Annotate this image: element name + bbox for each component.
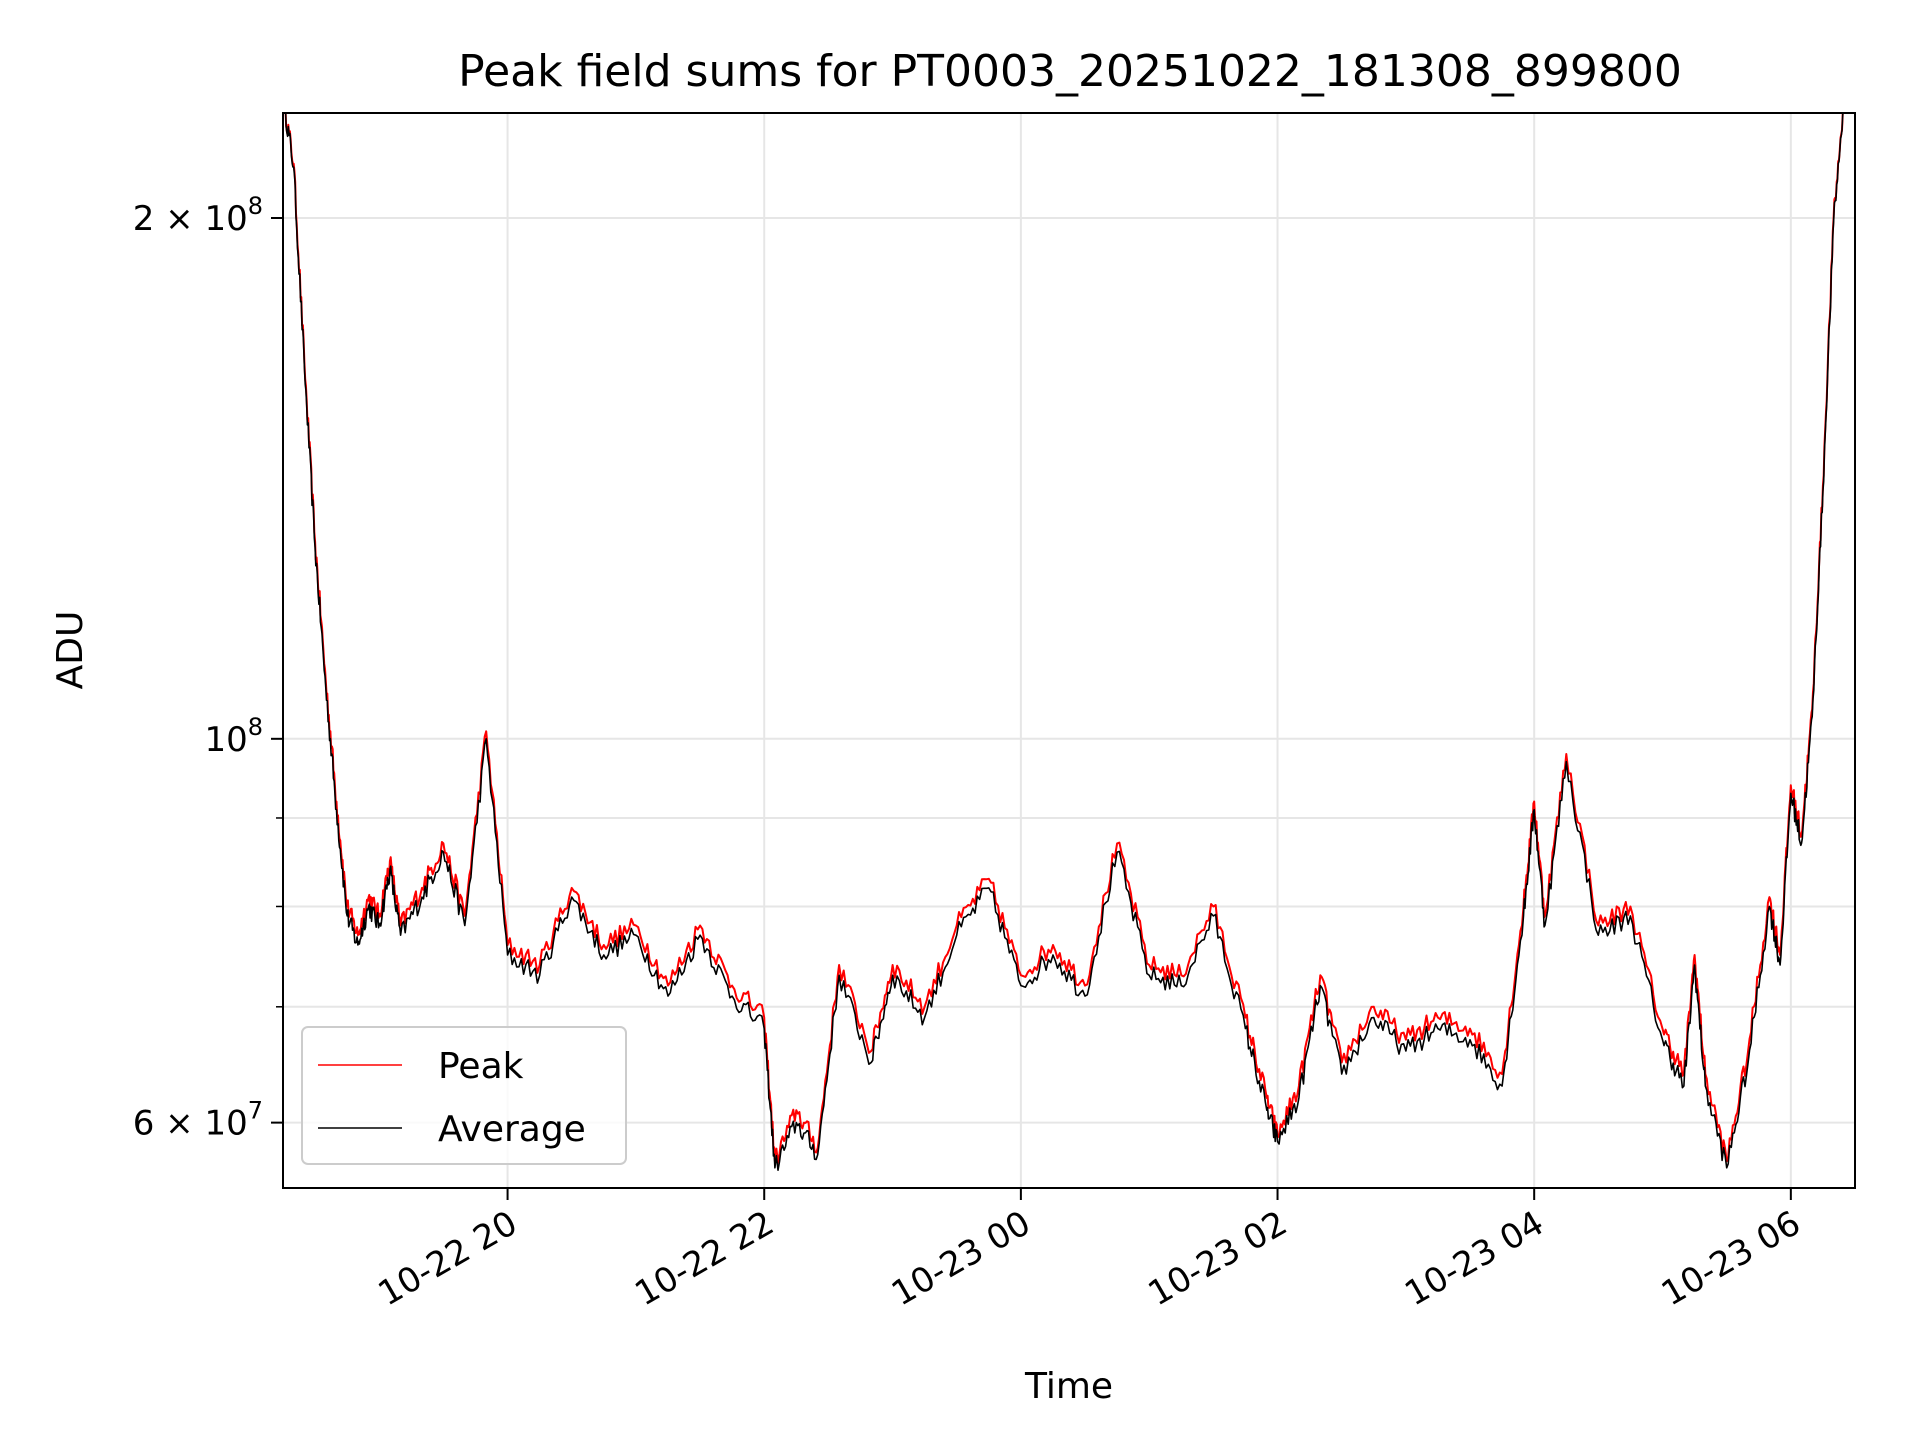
series-line-average xyxy=(284,113,1844,1171)
grid xyxy=(283,113,1855,1188)
y-tick-label: 6 × 107 xyxy=(133,1097,263,1144)
chart-title: Peak field sums for PT0003_20251022_1813… xyxy=(458,46,1682,97)
legend: Peak Average xyxy=(301,1026,627,1165)
plot-lines xyxy=(284,113,1844,1171)
legend-box xyxy=(301,1026,627,1165)
plot-frame xyxy=(282,112,1856,1189)
x-axis-label: Time xyxy=(1024,1366,1113,1407)
legend-label-peak: Peak xyxy=(438,1046,524,1087)
y-axis-label: ADU xyxy=(50,611,91,690)
legend-label-average: Average xyxy=(438,1109,586,1150)
series-line-peak xyxy=(284,113,1844,1164)
y-tick-label: 2 × 108 xyxy=(133,192,263,239)
